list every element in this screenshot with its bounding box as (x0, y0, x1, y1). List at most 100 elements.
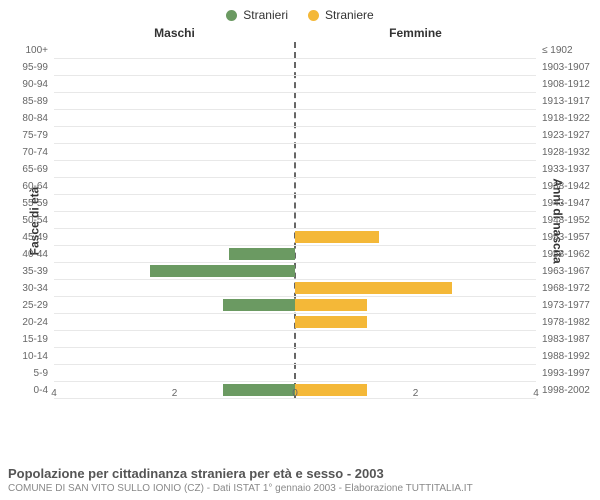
birth-year-label: 1953-1957 (536, 232, 592, 243)
female-half (295, 144, 536, 160)
male-half (54, 42, 295, 58)
birth-year-label: 1938-1942 (536, 181, 592, 192)
plot-wrapper: Fasce di età Anni di nascita Maschi Femm… (4, 26, 596, 416)
male-half (54, 280, 295, 296)
male-half (54, 297, 295, 313)
birth-year-label: 1973-1977 (536, 300, 592, 311)
age-row: 80-841918-1922 (54, 110, 536, 127)
chart-title: Popolazione per cittadinanza straniera p… (8, 466, 473, 481)
x-tick: 4 (51, 388, 57, 399)
age-row: 90-941908-1912 (54, 76, 536, 93)
age-label: 85-89 (10, 96, 54, 107)
column-headers: Maschi Femmine (54, 26, 536, 42)
age-label: 35-39 (10, 266, 54, 277)
birth-year-label: 1913-1917 (536, 96, 592, 107)
plot-area: 100+≤ 190295-991903-190790-941908-191285… (54, 42, 536, 399)
male-half (54, 161, 295, 177)
male-half (54, 59, 295, 75)
age-row: 70-741928-1932 (54, 144, 536, 161)
legend-label-female: Straniere (325, 8, 374, 22)
birth-year-label: 1933-1937 (536, 164, 592, 175)
legend-item-female: Straniere (308, 8, 374, 22)
male-half (54, 229, 295, 245)
age-label: 20-24 (10, 317, 54, 328)
age-row: 15-191983-1987 (54, 331, 536, 348)
birth-year-label: 1923-1927 (536, 130, 592, 141)
birth-year-label: ≤ 1902 (536, 45, 592, 56)
birth-year-label: 1928-1932 (536, 147, 592, 158)
age-row: 50-541948-1952 (54, 212, 536, 229)
age-label: 0-4 (10, 385, 54, 396)
female-half (295, 127, 536, 143)
male-half (54, 110, 295, 126)
age-label: 50-54 (10, 215, 54, 226)
male-half (54, 348, 295, 364)
female-half (295, 42, 536, 58)
legend-label-male: Stranieri (243, 8, 288, 22)
female-bar (295, 316, 367, 328)
male-bar (229, 248, 295, 260)
x-tick: 0 (292, 388, 298, 399)
age-label: 100+ (10, 45, 54, 56)
age-row: 45-491953-1957 (54, 229, 536, 246)
chart-footer: Popolazione per cittadinanza straniera p… (8, 466, 473, 494)
age-row: 55-591943-1947 (54, 195, 536, 212)
age-row: 95-991903-1907 (54, 59, 536, 76)
age-row: 20-241978-1982 (54, 314, 536, 331)
age-label: 75-79 (10, 130, 54, 141)
birth-year-label: 1948-1952 (536, 215, 592, 226)
female-half (295, 331, 536, 347)
age-label: 10-14 (10, 351, 54, 362)
female-half (295, 297, 536, 313)
birth-year-label: 1993-1997 (536, 368, 592, 379)
birth-year-label: 1998-2002 (536, 385, 592, 396)
male-half (54, 178, 295, 194)
age-label: 90-94 (10, 79, 54, 90)
age-row: 85-891913-1917 (54, 93, 536, 110)
female-half (295, 93, 536, 109)
x-tick: 2 (413, 388, 419, 399)
age-row: 35-391963-1967 (54, 263, 536, 280)
age-label: 45-49 (10, 232, 54, 243)
female-half (295, 365, 536, 381)
female-bar (295, 282, 452, 294)
male-half (54, 93, 295, 109)
age-row: 30-341968-1972 (54, 280, 536, 297)
male-half (54, 331, 295, 347)
x-axis: 42024 (54, 388, 536, 406)
male-half (54, 195, 295, 211)
birth-year-label: 1908-1912 (536, 79, 592, 90)
age-label: 25-29 (10, 300, 54, 311)
age-label: 65-69 (10, 164, 54, 175)
female-half (295, 280, 536, 296)
female-bar (295, 231, 379, 243)
age-row: 75-791923-1927 (54, 127, 536, 144)
male-half (54, 314, 295, 330)
male-bar (150, 265, 295, 277)
age-row: 5-91993-1997 (54, 365, 536, 382)
female-half (295, 212, 536, 228)
age-label: 95-99 (10, 62, 54, 73)
age-row: 65-691933-1937 (54, 161, 536, 178)
female-half (295, 263, 536, 279)
age-row: 10-141988-1992 (54, 348, 536, 365)
birth-year-label: 1983-1987 (536, 334, 592, 345)
chart-subtitle: COMUNE DI SAN VITO SULLO IONIO (CZ) - Da… (8, 483, 473, 494)
female-half (295, 314, 536, 330)
male-half (54, 144, 295, 160)
male-half (54, 127, 295, 143)
birth-year-label: 1968-1972 (536, 283, 592, 294)
female-half (295, 59, 536, 75)
birth-year-label: 1978-1982 (536, 317, 592, 328)
male-half (54, 76, 295, 92)
age-row: 100+≤ 1902 (54, 42, 536, 59)
age-label: 55-59 (10, 198, 54, 209)
female-half (295, 76, 536, 92)
female-half (295, 195, 536, 211)
age-row: 40-441958-1962 (54, 246, 536, 263)
birth-year-label: 1988-1992 (536, 351, 592, 362)
age-label: 80-84 (10, 113, 54, 124)
female-half (295, 178, 536, 194)
female-half (295, 110, 536, 126)
legend-dot-female (308, 10, 319, 21)
